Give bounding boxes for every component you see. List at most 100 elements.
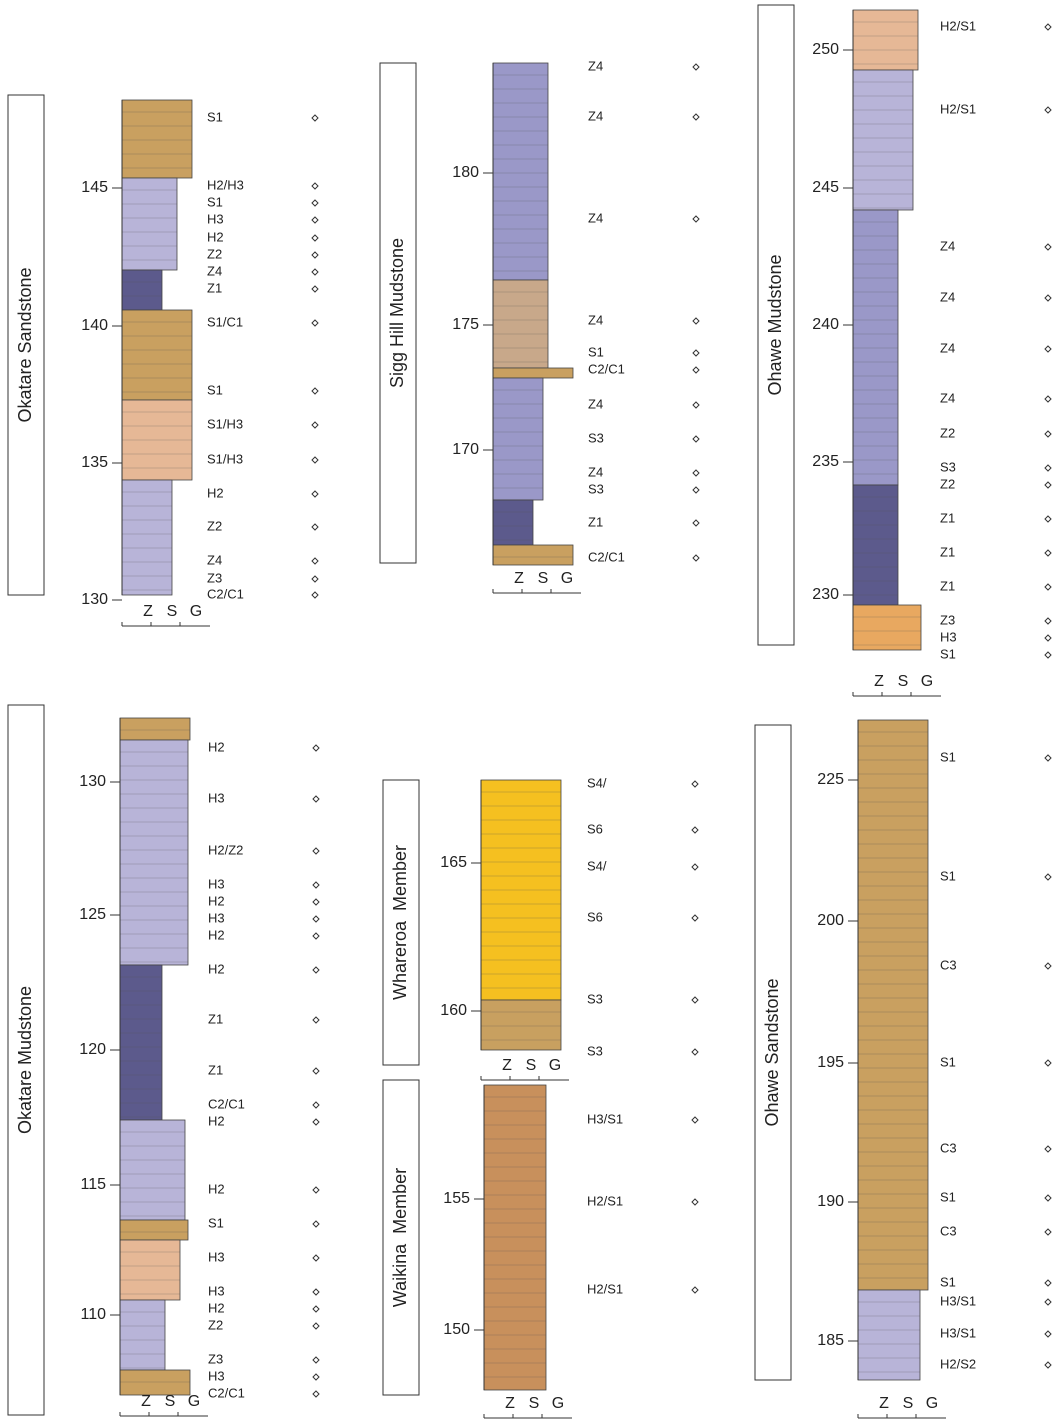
symbol <box>692 915 698 921</box>
symbol <box>1045 550 1051 556</box>
symbol <box>313 1289 319 1295</box>
facies-code: Z4 <box>588 464 603 479</box>
symbol <box>692 1199 698 1205</box>
grain-size: G <box>552 1395 564 1412</box>
facies-code: S1 <box>207 109 223 124</box>
facies-code: Z3 <box>207 570 222 585</box>
facies-code: H3 <box>208 876 225 891</box>
facies-code: S6 <box>587 909 603 924</box>
grain-size: Z <box>502 1057 512 1074</box>
facies-code: Z1 <box>588 514 603 529</box>
column-label: Ohawe Sandstone <box>762 978 782 1126</box>
symbol <box>312 269 318 275</box>
facies-code: Z2 <box>208 1317 223 1332</box>
symbol <box>1045 24 1051 30</box>
facies-code: S3 <box>588 430 604 445</box>
depth-label: 130 <box>79 773 106 790</box>
facies-code: C3 <box>940 1223 957 1238</box>
facies-code: Z4 <box>588 210 603 225</box>
column-label: Okatare Sandstone <box>15 267 35 422</box>
facies-code: Z4 <box>940 289 955 304</box>
symbol <box>313 1374 319 1380</box>
facies-code: Z4 <box>940 340 955 355</box>
facies-code: H2 <box>208 1113 225 1128</box>
symbol <box>312 200 318 206</box>
symbol <box>693 114 699 120</box>
symbol <box>312 217 318 223</box>
depth-label: 225 <box>817 771 844 788</box>
symbol <box>693 367 699 373</box>
facies-code: Z1 <box>208 1011 223 1026</box>
facies-code: C3 <box>940 1140 957 1155</box>
symbol <box>1045 1229 1051 1235</box>
lithology-bed <box>858 720 928 1290</box>
symbol <box>693 470 699 476</box>
symbol <box>313 848 319 854</box>
symbol <box>693 318 699 324</box>
facies-code: H2/S1 <box>587 1281 623 1296</box>
facies-code: Z4 <box>207 552 222 567</box>
symbol <box>692 1287 698 1293</box>
lithology-bed <box>484 1085 546 1390</box>
facies-code: S3 <box>587 1043 603 1058</box>
lithology-bed <box>122 178 177 270</box>
depth-label: 170 <box>452 441 479 458</box>
symbol <box>1045 1195 1051 1201</box>
column-label: Waikina Member <box>390 1168 410 1307</box>
symbol <box>692 827 698 833</box>
lithology-bed <box>493 368 573 378</box>
lithology-bed <box>493 500 533 545</box>
grain-size: Z <box>879 1395 889 1412</box>
symbol <box>313 882 319 888</box>
depth-label: 230 <box>812 586 839 603</box>
symbol <box>1045 652 1051 658</box>
facies-code: Z4 <box>940 238 955 253</box>
depth-label: 110 <box>80 1306 106 1323</box>
symbol <box>312 558 318 564</box>
depth-label: 130 <box>81 591 108 608</box>
facies-code: S1 <box>940 646 956 661</box>
symbol <box>312 320 318 326</box>
depth-label: 140 <box>81 317 108 334</box>
facies-code: S1/H3 <box>207 451 243 466</box>
depth-label: 250 <box>812 41 839 58</box>
depth-label: 155 <box>443 1190 470 1207</box>
depth-label: 145 <box>81 179 108 196</box>
facies-code: Z2 <box>940 425 955 440</box>
facies-code: C2/C1 <box>588 549 625 564</box>
facies-code: C2/C1 <box>208 1096 245 1111</box>
depth-label: 185 <box>817 1332 844 1349</box>
symbol <box>313 1102 319 1108</box>
grain-size: G <box>921 673 933 690</box>
symbol <box>312 388 318 394</box>
depth-label: 125 <box>79 906 106 923</box>
facies-code: S3 <box>587 991 603 1006</box>
facies-code: H2 <box>208 1181 225 1196</box>
facies-code: Z4 <box>588 312 603 327</box>
symbol <box>693 487 699 493</box>
lithology-bed <box>120 1120 185 1220</box>
facies-code: S6 <box>587 821 603 836</box>
symbol <box>693 436 699 442</box>
symbol <box>1045 635 1051 641</box>
facies-code: H3 <box>208 790 225 805</box>
depth-label: 235 <box>812 453 839 470</box>
facies-code: H2 <box>208 961 225 976</box>
facies-code: H3 <box>208 1283 225 1298</box>
symbol <box>312 183 318 189</box>
facies-code: Z4 <box>588 58 603 73</box>
depth-label: 160 <box>440 1002 467 1019</box>
facies-code: H3 <box>940 629 957 644</box>
symbol <box>313 1323 319 1329</box>
lithology-bed <box>853 485 898 605</box>
facies-code: S1 <box>588 344 604 359</box>
symbol <box>312 491 318 497</box>
symbol <box>692 864 698 870</box>
grain-size: Z <box>141 1393 151 1410</box>
facies-code: H2 <box>207 229 224 244</box>
facies-code: S3 <box>940 459 956 474</box>
grain-size: S <box>526 1057 537 1074</box>
symbol <box>313 1119 319 1125</box>
lithology-bed <box>493 545 573 565</box>
grain-size: S <box>167 603 178 620</box>
